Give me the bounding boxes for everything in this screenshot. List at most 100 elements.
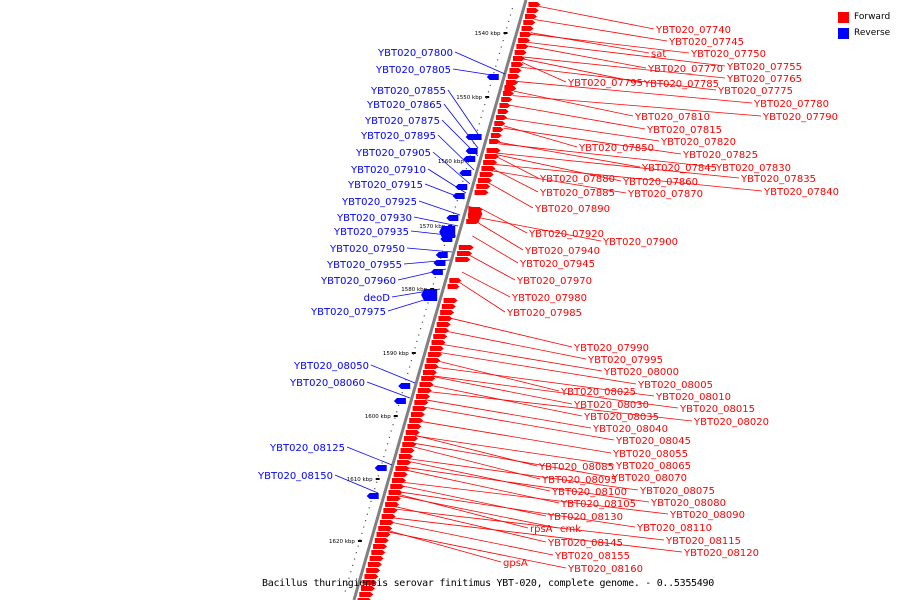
- forward-leader-line: [394, 508, 665, 541]
- scale-dot: [423, 315, 425, 317]
- forward-leader-line: [491, 170, 627, 194]
- forward-gene-label: YBT020_07985: [506, 308, 582, 319]
- forward-gene: [373, 544, 388, 549]
- forward-gene: [434, 328, 449, 333]
- scale-dot: [401, 392, 403, 394]
- forward-leader-line: [505, 118, 660, 142]
- forward-gene: [417, 388, 432, 393]
- scale-dot: [364, 520, 367, 522]
- forward-gene: [440, 310, 455, 315]
- scale-dot: [452, 212, 455, 214]
- forward-leader-line: [390, 521, 554, 556]
- scale-label: 1540 kbp: [475, 31, 501, 37]
- reverse-gene-label: YBT020_07865: [366, 100, 442, 111]
- forward-gene: [391, 478, 406, 483]
- forward-gene: [405, 430, 420, 435]
- forward-gene: [502, 91, 514, 96]
- forward-leader-line: [503, 127, 682, 155]
- scale-dot: [357, 545, 359, 547]
- gene-labels: YBT020_07800 YBT020_07805 YBT020_07855 YBT0…: [257, 25, 839, 575]
- forward-leader-line: [445, 330, 587, 360]
- forward-leader-line: [412, 442, 611, 478]
- reverse-leader-line: [443, 103, 479, 149]
- forward-gene-label: YBT020_08095: [541, 475, 617, 486]
- scale-dot: [495, 65, 497, 67]
- forward-gene: [393, 472, 408, 477]
- forward-gene-label: YBT020_07880: [539, 174, 615, 185]
- forward-leader-line: [387, 531, 567, 569]
- forward-gene-label: YBT020_07850: [578, 143, 654, 154]
- forward-gene: [479, 172, 494, 177]
- scale-label: 1580 kbp: [401, 287, 427, 293]
- forward-gene: [369, 556, 384, 561]
- scale-dot: [368, 507, 370, 509]
- forward-leader-line: [391, 517, 683, 553]
- forward-gene: [514, 50, 527, 55]
- scale-dot: [348, 577, 350, 579]
- reverse-gene-label: YBT020_07955: [326, 260, 402, 271]
- forward-gene-label: YBT020_07790: [762, 112, 838, 123]
- forward-gene: [526, 8, 539, 13]
- reverse-gene: [433, 260, 446, 266]
- scale-dot: [511, 8, 513, 10]
- forward-gene: [376, 532, 391, 537]
- forward-gene: [359, 592, 374, 597]
- forward-gene-label: YBT020_08005: [637, 380, 713, 391]
- scale-dot: [374, 488, 376, 490]
- forward-gene: [431, 340, 446, 345]
- forward-gene: [486, 148, 501, 153]
- scale-tick: [357, 540, 362, 542]
- forward-gene-label: YBT020_08120: [683, 548, 759, 559]
- scale-dot: [441, 251, 444, 253]
- forward-gene-label: YBT020_07920: [528, 229, 604, 240]
- scale-dot: [350, 571, 352, 573]
- reverse-gene: [465, 134, 482, 140]
- forward-gene: [422, 370, 437, 375]
- forward-gene-label: YBT020_07835: [740, 174, 816, 185]
- forward-gene: [429, 346, 444, 351]
- reverse-leader-line: [366, 381, 411, 399]
- scale-dot: [469, 155, 471, 157]
- scale-label: 1550 kbp: [456, 95, 482, 101]
- scale-dot: [397, 404, 400, 406]
- forward-leader-line: [436, 360, 560, 392]
- forward-gene: [523, 20, 536, 25]
- scale-label: 1610 kbp: [347, 477, 373, 483]
- forward-gene: [443, 298, 458, 303]
- forward-gene-label: YBT020_08090: [669, 510, 745, 521]
- scale-dot: [432, 283, 435, 285]
- forward-gene-label: YBT020_07845: [641, 163, 717, 174]
- scale-dot: [414, 347, 416, 349]
- reverse-gene: [430, 269, 443, 275]
- forward-gene-label: YBT020_08030: [573, 400, 649, 411]
- forward-swatch: [838, 11, 849, 23]
- forward-gene: [428, 352, 443, 357]
- forward-gene: [476, 184, 491, 189]
- forward-gene-label: YBT020_08020: [693, 417, 769, 428]
- scale-dot: [425, 308, 427, 310]
- reverse-leader-line: [418, 200, 461, 216]
- forward-leader-line: [476, 221, 524, 251]
- forward-gene-label: YBT020_07970: [516, 276, 592, 287]
- forward-gene-label: YBT020_07995: [587, 355, 663, 366]
- forward-gene-label: YBT020_08055: [612, 449, 688, 460]
- forward-gene: [407, 424, 422, 429]
- forward-gene-label: YBT020_08045: [615, 436, 691, 447]
- forward-gene: [506, 80, 519, 85]
- reverse-swatch: [838, 27, 849, 39]
- forward-leader-line: [405, 467, 650, 503]
- reverse-leader-line: [406, 247, 453, 253]
- forward-gene-label: gpsA: [503, 558, 528, 569]
- forward-gene: [483, 160, 498, 165]
- scale-dot: [478, 123, 480, 125]
- reverse-leader-line: [432, 151, 471, 185]
- legend: Forward Reverse: [838, 9, 890, 41]
- scale-dot: [476, 129, 479, 131]
- reverse-gene-label: YBT020_07910: [350, 165, 426, 176]
- scale-dot: [462, 180, 464, 182]
- reverse-leader-line: [346, 446, 393, 466]
- forward-gene-label: YBT020_07860: [622, 177, 698, 188]
- scale-dot: [388, 436, 390, 438]
- forward-leader-line: [394, 506, 547, 543]
- scale-dot: [352, 564, 354, 566]
